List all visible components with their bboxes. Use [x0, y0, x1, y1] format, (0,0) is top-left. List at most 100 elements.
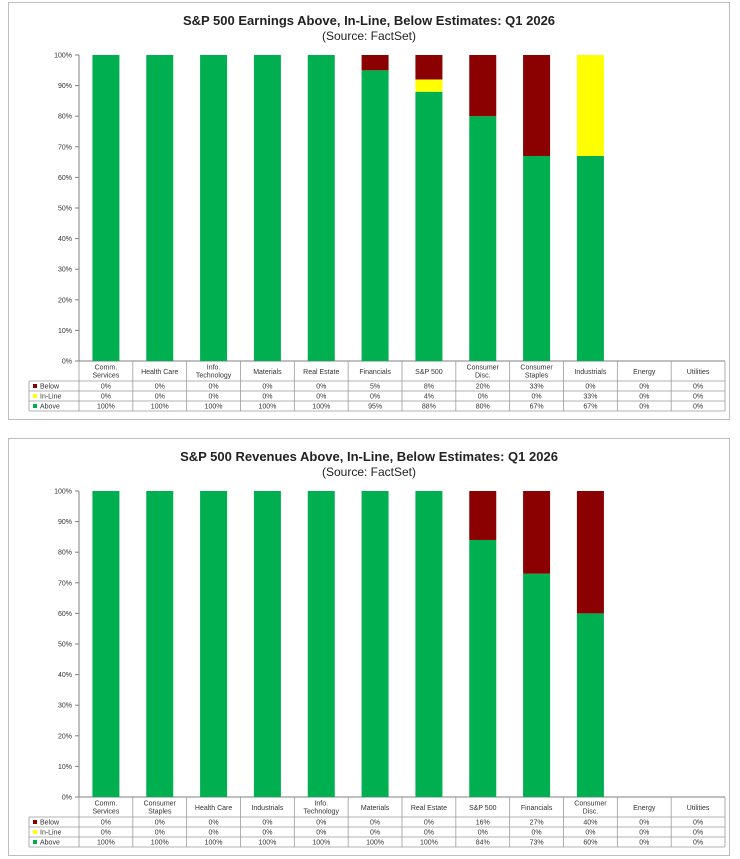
chart-subtitle: (Source: FactSet)	[321, 465, 417, 479]
x-category-label: Services	[92, 809, 119, 816]
data-table-value: 100%	[258, 404, 276, 411]
legend-swatch-above	[33, 404, 37, 408]
data-table-value: 4%	[424, 394, 434, 401]
data-table-value: 0%	[209, 820, 219, 827]
bar-above	[523, 573, 551, 797]
data-table-value: 100%	[258, 840, 276, 847]
data-table-value: 20%	[476, 384, 490, 391]
y-tick-label: 20%	[58, 297, 72, 304]
data-table-value: 0%	[693, 404, 703, 411]
data-table-value: 0%	[209, 830, 219, 837]
y-tick-label: 100%	[54, 53, 72, 60]
data-table-value: 67%	[583, 404, 597, 411]
data-table-value: 100%	[205, 840, 223, 847]
bar-above	[200, 491, 228, 797]
x-category-label: Utilities	[687, 369, 710, 376]
legend-label: Above	[40, 404, 60, 411]
data-table-value: 0%	[316, 830, 326, 837]
x-category-label: Disc.	[475, 373, 491, 380]
y-tick-label: 90%	[58, 83, 72, 90]
revenues-chart-panel: S&P 500 Revenues Above, In-Line, Below E…	[8, 438, 730, 856]
data-table-value: 0%	[370, 830, 380, 837]
legend-label: Above	[40, 840, 60, 847]
legend-label: Below	[40, 820, 60, 827]
data-table-value: 100%	[366, 840, 384, 847]
data-table-value: 100%	[205, 404, 223, 411]
data-table-value: 5%	[370, 384, 380, 391]
x-category-label: Materials	[253, 369, 282, 376]
data-table-value: 0%	[155, 394, 165, 401]
legend-label: In-Line	[40, 394, 62, 401]
x-category-label: S&P 500	[415, 369, 443, 376]
x-category-label: Technology	[304, 809, 340, 816]
data-table-value: 0%	[101, 820, 111, 827]
x-category-label: Health Care	[195, 805, 232, 812]
bar-above	[146, 491, 174, 797]
legend-swatch-in-line	[33, 830, 37, 834]
data-table-value: 84%	[476, 840, 490, 847]
data-table-value: 33%	[530, 384, 544, 391]
x-category-label: Materials	[361, 805, 390, 812]
bar-below	[469, 55, 497, 117]
bar-in-line	[576, 55, 604, 156]
data-table-value: 0%	[693, 840, 703, 847]
bar-above	[307, 55, 335, 361]
bar-above	[200, 55, 228, 361]
data-table-value: 0%	[693, 384, 703, 391]
y-tick-label: 40%	[58, 672, 72, 679]
y-tick-label: 0%	[62, 795, 72, 802]
y-tick-label: 40%	[58, 236, 72, 243]
data-table-value: 0%	[532, 394, 542, 401]
x-category-label: Industrials	[574, 369, 606, 376]
data-table-value: 0%	[585, 384, 595, 391]
bar-above	[576, 613, 604, 797]
y-tick-label: 30%	[58, 267, 72, 274]
data-table-value: 0%	[585, 830, 595, 837]
chart-title: S&P 500 Revenues Above, In-Line, Below E…	[180, 449, 558, 464]
y-tick-label: 50%	[58, 642, 72, 649]
revenues-stacked-bar-chart: 0% 10% 20% 30% 40% 50% 60% 70% 80% 90% 100% Comm.Se…	[28, 489, 726, 848]
data-table-value: 100%	[312, 404, 330, 411]
data-table-value: 0%	[478, 830, 488, 837]
bar-above	[469, 116, 497, 361]
data-table-value: 0%	[209, 394, 219, 401]
data-table-value: 0%	[316, 384, 326, 391]
x-category-label: Comm.	[95, 365, 118, 372]
bar-in-line	[415, 79, 443, 92]
bar-above	[253, 491, 281, 797]
data-table-value: 80%	[476, 404, 490, 411]
data-table-value: 100%	[420, 840, 438, 847]
data-table-value: 95%	[368, 404, 382, 411]
y-tick-label: 30%	[58, 703, 72, 710]
x-category-label: S&P 500	[469, 805, 497, 812]
data-table-value: 0%	[639, 394, 649, 401]
bar-below	[361, 55, 389, 71]
bar-above	[307, 491, 335, 797]
y-tick-label: 20%	[58, 733, 72, 740]
data-table-value: 33%	[583, 394, 597, 401]
data-table-value: 100%	[151, 840, 169, 847]
x-category-label: Industrials	[251, 805, 283, 812]
data-table-value: 100%	[312, 840, 330, 847]
legend-swatch-below	[33, 384, 37, 388]
data-table-value: 0%	[101, 384, 111, 391]
y-tick-label: 60%	[58, 611, 72, 618]
data-table-value: 0%	[639, 820, 649, 827]
data-table-value: 0%	[155, 830, 165, 837]
bar-above	[576, 155, 604, 361]
data-table-value: 100%	[97, 840, 115, 847]
data-table-value: 0%	[209, 384, 219, 391]
data-table-value: 88%	[422, 404, 436, 411]
x-category-label: Staples	[148, 809, 172, 816]
bar-above	[415, 491, 443, 797]
y-tick-label: 10%	[58, 328, 72, 335]
y-tick-label: 80%	[58, 114, 72, 121]
x-category-label: Financials	[521, 805, 553, 812]
legend-label: In-Line	[40, 830, 62, 837]
data-table-value: 100%	[97, 404, 115, 411]
data-table-value: 0%	[370, 394, 380, 401]
bar-above	[146, 55, 174, 361]
data-table-value: 0%	[532, 830, 542, 837]
bar-below	[576, 491, 604, 614]
y-tick-label: 60%	[58, 175, 72, 182]
